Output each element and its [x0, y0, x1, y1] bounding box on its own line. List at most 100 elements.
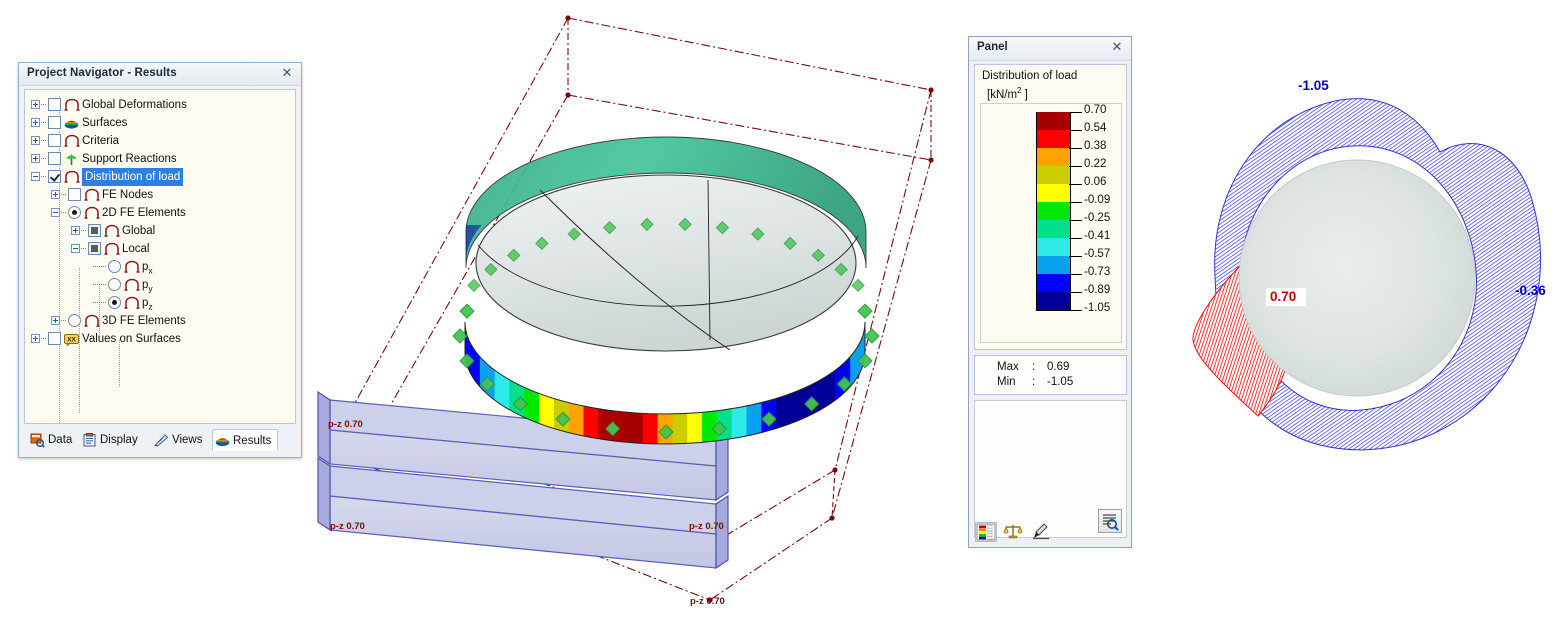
radio-pz[interactable]: [108, 296, 121, 309]
checkbox-fe-nodes[interactable]: [68, 188, 81, 201]
color-band-3[interactable]: [1036, 166, 1071, 184]
radio-px[interactable]: [108, 260, 121, 273]
negative-load-region: [1214, 98, 1541, 451]
color-band-1[interactable]: [1036, 130, 1071, 148]
collapse-icon[interactable]: [71, 244, 80, 253]
expand-icon[interactable]: [51, 190, 60, 199]
tree-item-criteria[interactable]: Criteria: [25, 132, 295, 150]
expand-icon[interactable]: [31, 136, 40, 145]
magnifier-list-icon[interactable]: [1098, 509, 1122, 533]
tree-guide-dots: [93, 302, 107, 303]
panel-titlebar[interactable]: Panel ✕: [969, 37, 1131, 61]
tree-item-global[interactable]: Global: [25, 222, 295, 240]
support-symbol: [512, 396, 529, 412]
plan-result-view[interactable]: -1.05 -0.36 0.70: [1140, 60, 1559, 480]
model-3d-view[interactable]: p-z 0.70 p-z 0.70 p-z 0.70 p-z 0.70: [310, 0, 960, 619]
close-icon[interactable]: ✕: [1111, 39, 1123, 54]
tree-item-label: Global: [122, 225, 156, 237]
expand-icon[interactable]: [31, 334, 40, 343]
expand-icon[interactable]: [31, 100, 40, 109]
checkbox-distribution-of-load[interactable]: [48, 170, 61, 183]
color-band-9[interactable]: [1036, 274, 1071, 292]
color-band-2[interactable]: [1036, 148, 1071, 166]
support-symbol: [851, 278, 865, 293]
scale-tick-5: [1069, 202, 1082, 203]
scale-tick-0: [1069, 112, 1082, 113]
color-band-5[interactable]: [1036, 202, 1071, 220]
checkbox-global-deformations[interactable]: [48, 98, 61, 111]
panel-title: Panel: [977, 41, 1008, 53]
support-symbol: [811, 248, 825, 263]
legend-box[interactable]: Distribution of load [kN/m2 ] 0.70 0.54 0.…: [974, 64, 1127, 350]
panel-empty-area: [974, 400, 1127, 538]
navigator-tab-label: Views: [172, 434, 203, 446]
radio-2d-fe-elements[interactable]: [68, 206, 81, 219]
support-symbols: [452, 217, 880, 440]
tree-item-fe-nodes[interactable]: FE Nodes: [25, 186, 295, 204]
scale-tick-label: -0.09: [1084, 194, 1111, 206]
checkbox-surfaces[interactable]: [48, 116, 61, 129]
microscope-icon[interactable]: [1031, 522, 1053, 542]
checkbox-values-on-surfaces[interactable]: [48, 332, 61, 345]
color-band-8[interactable]: [1036, 256, 1071, 274]
scale-tick-label: -0.73: [1084, 266, 1111, 278]
balance-scale-icon[interactable]: [1003, 522, 1025, 542]
tree-item-px[interactable]: px: [25, 258, 295, 276]
navigator-tab-results[interactable]: Results: [212, 429, 278, 451]
plan-value-label: -0.36: [1515, 283, 1546, 298]
tree-item-label: pz: [142, 297, 153, 312]
navigator-tab-display[interactable]: Display: [80, 429, 152, 451]
support-symbol: [857, 353, 873, 369]
support-symbol: [507, 248, 521, 263]
checkbox-local[interactable]: [88, 242, 101, 255]
tree-item-label: Surfaces: [82, 117, 128, 129]
color-band-0[interactable]: [1036, 112, 1071, 130]
navigator-tab-views[interactable]: Views: [152, 429, 212, 451]
color-scale[interactable]: 0.70 0.54 0.38 0.22 0.06 -0.09 -0.25 -0.41 -0.57…: [980, 103, 1122, 343]
color-band-7[interactable]: [1036, 238, 1071, 256]
collapse-icon[interactable]: [31, 172, 40, 181]
color-band-4[interactable]: [1036, 184, 1071, 202]
navigator-titlebar[interactable]: Project Navigator - Results ✕: [19, 63, 301, 86]
expand-icon[interactable]: [51, 316, 60, 325]
expand-icon[interactable]: [31, 118, 40, 127]
tree-item-pz[interactable]: pz: [25, 294, 295, 312]
radio-py[interactable]: [108, 278, 121, 291]
support-symbol: [751, 227, 765, 241]
scale-tick-8: [1069, 256, 1082, 257]
checkbox-global[interactable]: [88, 224, 101, 237]
scale-tick-3: [1069, 166, 1082, 167]
tree-item-2d-fe-elements[interactable]: 2D FE Elements: [25, 204, 295, 222]
color-band-6[interactable]: [1036, 220, 1071, 238]
checkbox-criteria[interactable]: [48, 134, 61, 147]
color-band-10[interactable]: [1036, 292, 1071, 310]
navigator-tab-data[interactable]: Data: [28, 429, 80, 451]
tree-item-local[interactable]: Local: [25, 240, 295, 258]
panel-toolbar[interactable]: [971, 520, 1129, 544]
dome-parallel: [477, 235, 859, 307]
expand-icon[interactable]: [71, 226, 80, 235]
legend-unit-suffix: ]: [1021, 88, 1028, 101]
navigator-tabbar[interactable]: Data Display Views Results: [24, 429, 296, 453]
results-tree[interactable]: Global Deformations Surfaces Criteria Suppo…: [24, 89, 296, 424]
radio-3d-fe-elements[interactable]: [68, 314, 81, 327]
tree-item-py[interactable]: py: [25, 276, 295, 294]
surface-arch-icon: [84, 206, 100, 220]
tree-item-surfaces[interactable]: Surfaces: [25, 114, 295, 132]
color-scale-icon[interactable]: [975, 522, 997, 542]
scale-tick-4: [1069, 184, 1082, 185]
tree-item-values-on-surfaces[interactable]: XX Values on Surfaces: [25, 330, 295, 348]
surface-arch-icon: [124, 260, 140, 274]
tree-item-3d-fe-elements[interactable]: 3D FE Elements: [25, 312, 295, 330]
tree-item-distribution-of-load[interactable]: Distribution of load: [25, 168, 295, 186]
tree-item-support-reactions[interactable]: Support Reactions: [25, 150, 295, 168]
tree-item-global-deformations[interactable]: Global Deformations: [25, 96, 295, 114]
collapse-icon[interactable]: [51, 208, 60, 217]
close-icon[interactable]: ✕: [281, 65, 293, 80]
max-label: Max: [997, 361, 1019, 373]
expand-icon[interactable]: [31, 154, 40, 163]
band-stripe: [850, 322, 865, 444]
project-navigator-window[interactable]: Project Navigator - Results ✕ Global Def…: [18, 62, 302, 458]
checkbox-support-reactions[interactable]: [48, 152, 61, 165]
panel-window[interactable]: Panel ✕ Distribution of load [kN/m2 ] 0.…: [968, 36, 1132, 548]
